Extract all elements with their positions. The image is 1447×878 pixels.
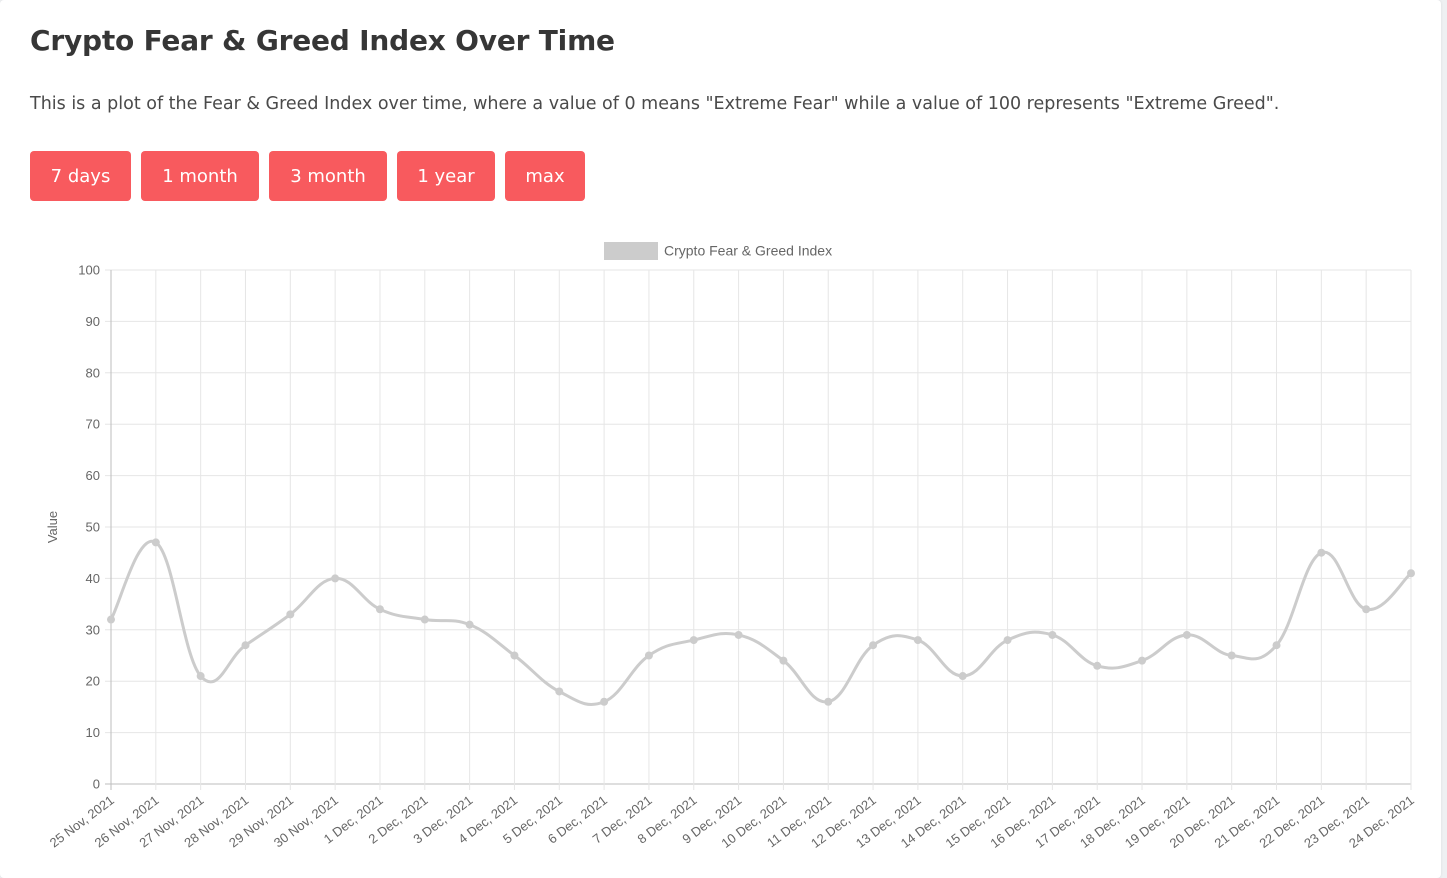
data-point [375, 605, 384, 614]
data-point [107, 615, 115, 624]
y-tick-label: 100 [78, 263, 100, 278]
data-point [869, 641, 878, 650]
y-tick-label: 80 [86, 365, 100, 380]
data-point [241, 641, 250, 650]
data-point [1003, 636, 1012, 645]
data-point [1048, 630, 1057, 639]
data-point [824, 697, 833, 706]
data-point [1407, 569, 1415, 578]
data-point [913, 636, 922, 645]
data-point [689, 636, 698, 645]
data-point [734, 630, 743, 639]
data-point [196, 672, 205, 681]
range-1-month-button[interactable]: 1 month [141, 151, 259, 201]
y-axis-label: Value [45, 511, 60, 543]
y-tick-label: 70 [86, 417, 100, 432]
y-tick-label: 50 [86, 520, 100, 535]
y-tick-label: 0 [93, 777, 100, 792]
data-point [1272, 641, 1281, 650]
y-tick-label: 60 [86, 468, 100, 483]
data-point [958, 672, 967, 681]
data-point [1227, 651, 1236, 660]
range-3-month-button[interactable]: 3 month [269, 151, 387, 201]
y-tick-label: 20 [86, 674, 100, 689]
data-point [1317, 548, 1326, 557]
data-point [779, 656, 788, 665]
data-point [286, 610, 295, 619]
data-point [510, 651, 519, 660]
y-tick-label: 30 [86, 622, 100, 637]
legend-label: Crypto Fear & Greed Index [664, 243, 832, 259]
range-7-days-button[interactable]: 7 days [30, 151, 131, 201]
data-point [331, 574, 340, 583]
data-point [644, 651, 653, 660]
data-point [1138, 656, 1147, 665]
data-point [151, 538, 160, 547]
page-title: Crypto Fear & Greed Index Over Time [30, 24, 615, 57]
page-description: This is a plot of the Fear & Greed Index… [30, 94, 1280, 114]
data-point [1182, 630, 1191, 639]
range-1-year-button[interactable]: 1 year [397, 151, 495, 201]
y-tick-label: 90 [86, 314, 100, 329]
data-point [465, 620, 474, 629]
y-tick-label: 10 [86, 725, 100, 740]
data-point [600, 697, 609, 706]
series-line [109, 539, 1413, 706]
data-point [555, 687, 564, 696]
data-point [1093, 661, 1102, 670]
range-max-button[interactable]: max [505, 151, 585, 201]
y-tick-label: 40 [86, 571, 100, 586]
legend-swatch [604, 242, 658, 260]
data-point [1362, 605, 1371, 614]
data-point [420, 615, 429, 624]
